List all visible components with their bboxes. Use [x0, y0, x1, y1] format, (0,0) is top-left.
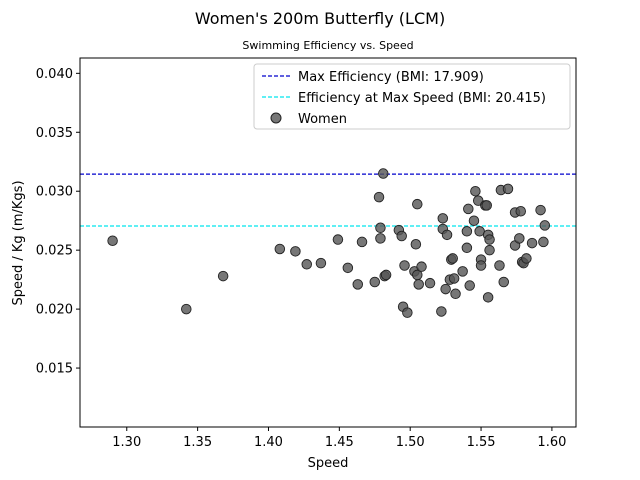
data-point: [416, 261, 427, 272]
x-tick-label: 1.55: [467, 435, 496, 450]
x-tick-label: 1.50: [396, 435, 425, 450]
y-tick-label: 0.020: [36, 303, 73, 318]
x-tick-label: 1.35: [183, 435, 212, 450]
data-point: [468, 215, 480, 226]
data-point: [538, 236, 549, 248]
data-point: [514, 233, 525, 244]
data-point: [457, 266, 468, 277]
data-point: [461, 226, 473, 237]
x-tick-label: 1.40: [254, 435, 283, 450]
data-point: [315, 257, 327, 269]
data-point: [301, 259, 312, 270]
data-point: [410, 239, 422, 250]
data-point: [402, 307, 413, 318]
data-point: [539, 220, 551, 231]
data-point: [369, 276, 381, 288]
legend-women-marker: [270, 112, 282, 124]
data-point: [440, 283, 451, 295]
data-point: [484, 244, 495, 256]
data-point: [521, 253, 532, 264]
reference-lines: [80, 173, 576, 227]
data-point: [475, 260, 487, 271]
data-point: [332, 234, 344, 245]
data-point: [373, 191, 385, 203]
data-point: [413, 279, 424, 290]
legend-efficiency-max-speed-label: Efficiency at Max Speed (BMI: 20.415): [298, 91, 546, 106]
data-point: [463, 203, 474, 215]
data-point: [484, 234, 495, 245]
data-point: [526, 237, 538, 249]
y-axis-ticks: 0.015 0.020 0.025 0.030 0.035 0.040: [36, 67, 80, 377]
data-point: [352, 279, 364, 290]
plot-frame: [79, 57, 577, 428]
data-point: [447, 253, 458, 264]
legend-max-efficiency-label: Max Efficiency (BMI: 17.909): [298, 70, 484, 85]
data-point: [217, 270, 229, 282]
x-tick-label: 1.45: [325, 435, 354, 450]
y-tick-label: 0.040: [36, 67, 73, 82]
data-point: [494, 260, 505, 271]
data-point: [181, 303, 192, 315]
y-axis-label: Speed / Kg (m/Kgs): [11, 180, 26, 305]
data-point: [412, 198, 423, 210]
data-point: [274, 243, 286, 255]
x-tick-label: 1.30: [112, 435, 141, 450]
data-point: [437, 213, 449, 224]
data-point: [436, 306, 447, 317]
data-point: [399, 260, 410, 271]
y-tick-label: 0.035: [36, 126, 73, 141]
data-point: [450, 288, 461, 300]
legend: Max Efficiency (BMI: 17.909) Efficiency …: [253, 63, 571, 130]
data-point: [498, 276, 509, 288]
data-point: [396, 230, 407, 242]
data-point: [342, 262, 354, 274]
x-tick-label: 1.60: [537, 435, 566, 450]
y-tick-label: 0.015: [36, 362, 73, 377]
data-point: [375, 222, 386, 234]
y-tick-label: 0.030: [36, 185, 73, 200]
data-point: [515, 206, 526, 217]
data-point: [482, 292, 494, 303]
data-point: [424, 277, 436, 289]
data-point: [461, 242, 473, 254]
data-point: [380, 269, 392, 281]
chart-subtitle: Swimming Efficiency vs. Speed: [242, 39, 413, 52]
data-points: [107, 168, 551, 318]
data-point: [470, 185, 481, 197]
data-point: [378, 168, 389, 179]
x-axis-ticks: 1.30 1.35 1.40 1.45 1.50 1.55 1.60: [112, 427, 566, 450]
data-point: [290, 246, 301, 257]
chart-title: Women's 200m Butterfly (LCM): [195, 9, 445, 28]
data-point: [502, 183, 514, 195]
data-point: [535, 204, 546, 216]
data-point: [481, 200, 492, 211]
data-point: [441, 229, 453, 241]
legend-box: [253, 63, 571, 130]
data-point: [464, 280, 475, 291]
legend-women-label: Women: [298, 112, 347, 127]
x-axis-label: Speed: [308, 456, 349, 471]
data-point: [107, 235, 118, 246]
y-tick-label: 0.025: [36, 244, 73, 259]
data-point: [448, 273, 460, 284]
data-point: [375, 233, 386, 244]
data-point: [356, 236, 368, 248]
